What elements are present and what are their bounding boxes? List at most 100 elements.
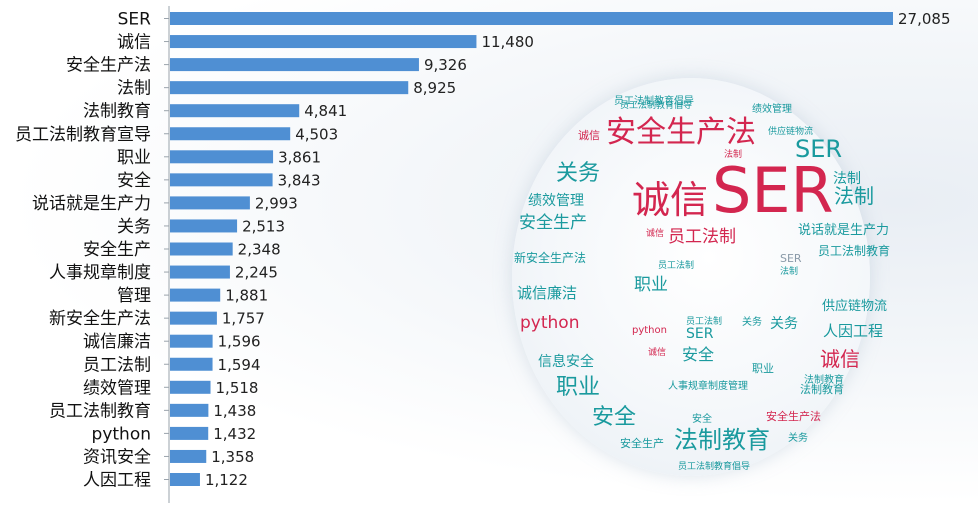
value-label: 1,518 <box>216 379 259 397</box>
word-cloud-word: 绩效管理 <box>752 102 792 115</box>
category-label: 职业 <box>117 148 151 168</box>
word-cloud-word: 法制 <box>724 148 742 160</box>
category-label: 法制 <box>117 79 151 99</box>
word-cloud-word: 供应链物流 <box>822 298 887 314</box>
category-label: 法制教育 <box>83 102 151 122</box>
word-cloud-word: 员工法制 <box>668 227 736 247</box>
bar <box>170 473 200 486</box>
word-cloud-word: 人因工程 <box>823 322 883 340</box>
category-label: 管理 <box>117 286 151 306</box>
value-label: 1,358 <box>211 448 254 466</box>
category-label: 人事规章制度 <box>49 263 151 283</box>
word-cloud-word: 员工法制 <box>686 315 722 327</box>
word-cloud-word: 员工法制教育倡导 <box>620 99 692 111</box>
word-cloud-word: 关务 <box>788 431 808 444</box>
word-cloud-word: 供应链物流 <box>768 125 813 137</box>
word-cloud-word: 安全 <box>692 412 712 425</box>
bar <box>170 403 209 417</box>
value-label: 3,843 <box>278 171 321 189</box>
category-label: 安全生产法 <box>66 56 151 76</box>
value-label: 1,438 <box>213 402 256 420</box>
value-label: 2,245 <box>235 264 278 282</box>
word-cloud-word: 诚信 <box>648 346 666 358</box>
word-cloud-word: 安全生产 <box>620 436 664 450</box>
word-cloud-word: SER <box>686 326 714 342</box>
value-label: 1,594 <box>218 356 261 374</box>
word-cloud-word: 法制 <box>834 184 874 208</box>
word-cloud-word: 安全 <box>682 345 714 364</box>
category-label: 资讯安全 <box>83 447 151 467</box>
value-label: 1,596 <box>218 333 261 351</box>
value-label: 4,841 <box>304 102 347 120</box>
word-cloud-word: 职业 <box>556 375 600 400</box>
category-label: python <box>92 424 151 444</box>
word-cloud-word: SER <box>795 135 842 163</box>
word-cloud-word: 员工法制教育 <box>818 243 890 258</box>
value-label: 11,480 <box>481 33 534 51</box>
category-label: 员工法制教育宣导 <box>15 125 151 145</box>
word-cloud-word: 诚信 <box>820 347 860 371</box>
word-cloud-word: 关务 <box>770 316 798 332</box>
word-cloud-word: 安全生产 <box>519 213 587 233</box>
category-label: 关务 <box>117 217 151 237</box>
bar <box>170 150 274 164</box>
value-label: 8,925 <box>413 79 456 97</box>
word-cloud-word: 诚信 <box>578 129 600 142</box>
word-cloud-word: 法制教育 <box>674 426 770 454</box>
word-cloud-word: 职业 <box>752 362 774 375</box>
value-label: 9,326 <box>424 56 467 74</box>
bar <box>170 242 233 256</box>
word-cloud-word: 关务 <box>556 161 600 186</box>
word-cloud-word: 法制教育 <box>804 373 844 386</box>
bar <box>170 35 477 49</box>
word-cloud-word: 员工法制教育倡导 <box>678 460 750 472</box>
bar <box>170 449 207 463</box>
word-cloud-word: 安全 <box>592 405 636 430</box>
word-cloud-word: 绩效管理 <box>528 193 584 209</box>
bar <box>170 173 273 187</box>
bar <box>170 58 419 72</box>
word-cloud-word: 诚信廉洁 <box>517 284 577 302</box>
value-label: 3,861 <box>278 148 321 166</box>
word-cloud-word: 诚信 <box>632 178 708 222</box>
category-label: 诚信 <box>117 33 151 53</box>
category-label: 诚信廉洁 <box>83 332 151 352</box>
word-cloud-word: 诚信 <box>646 227 664 239</box>
value-label: 2,348 <box>238 241 281 259</box>
bar <box>170 357 213 371</box>
value-label: 1,432 <box>213 425 256 443</box>
word-cloud-word: 员工法制教育倡导 <box>614 94 694 107</box>
word-cloud-word: 安全生产法 <box>766 409 821 423</box>
word-cloud-word: 说话就是生产力 <box>798 223 889 238</box>
word-cloud-word: 法制 <box>833 171 861 187</box>
word-cloud-word: 法制 <box>780 265 798 277</box>
word-cloud-word: SER <box>712 154 834 227</box>
bar <box>170 12 893 25</box>
category-label: 绩效管理 <box>83 378 151 398</box>
value-label: 2,513 <box>242 217 285 235</box>
category-label: SER <box>118 10 152 30</box>
word-cloud-word: 信息安全 <box>538 353 594 370</box>
bar <box>170 380 211 394</box>
bar <box>170 196 250 210</box>
category-label: 员工法制 <box>83 355 151 375</box>
bar <box>170 104 300 118</box>
value-label: 4,503 <box>295 125 338 143</box>
bar <box>170 334 213 348</box>
word-cloud-word: 安全生产法 <box>606 115 756 150</box>
word-cloud-circle <box>512 78 870 476</box>
bar <box>170 127 291 141</box>
word-cloud-word: python <box>632 325 667 336</box>
category-label: 安全生产 <box>83 240 151 260</box>
word-cloud-word: 职业 <box>634 275 668 295</box>
bar <box>170 311 217 325</box>
bar <box>170 288 221 302</box>
word-cloud-word: 人事规章制度管理 <box>668 379 748 392</box>
category-label: 人因工程 <box>83 471 151 491</box>
word-cloud-word: 法制教育 <box>800 382 844 396</box>
value-label: 1,122 <box>205 471 248 489</box>
word-cloud-word: 员工法制 <box>658 259 694 271</box>
